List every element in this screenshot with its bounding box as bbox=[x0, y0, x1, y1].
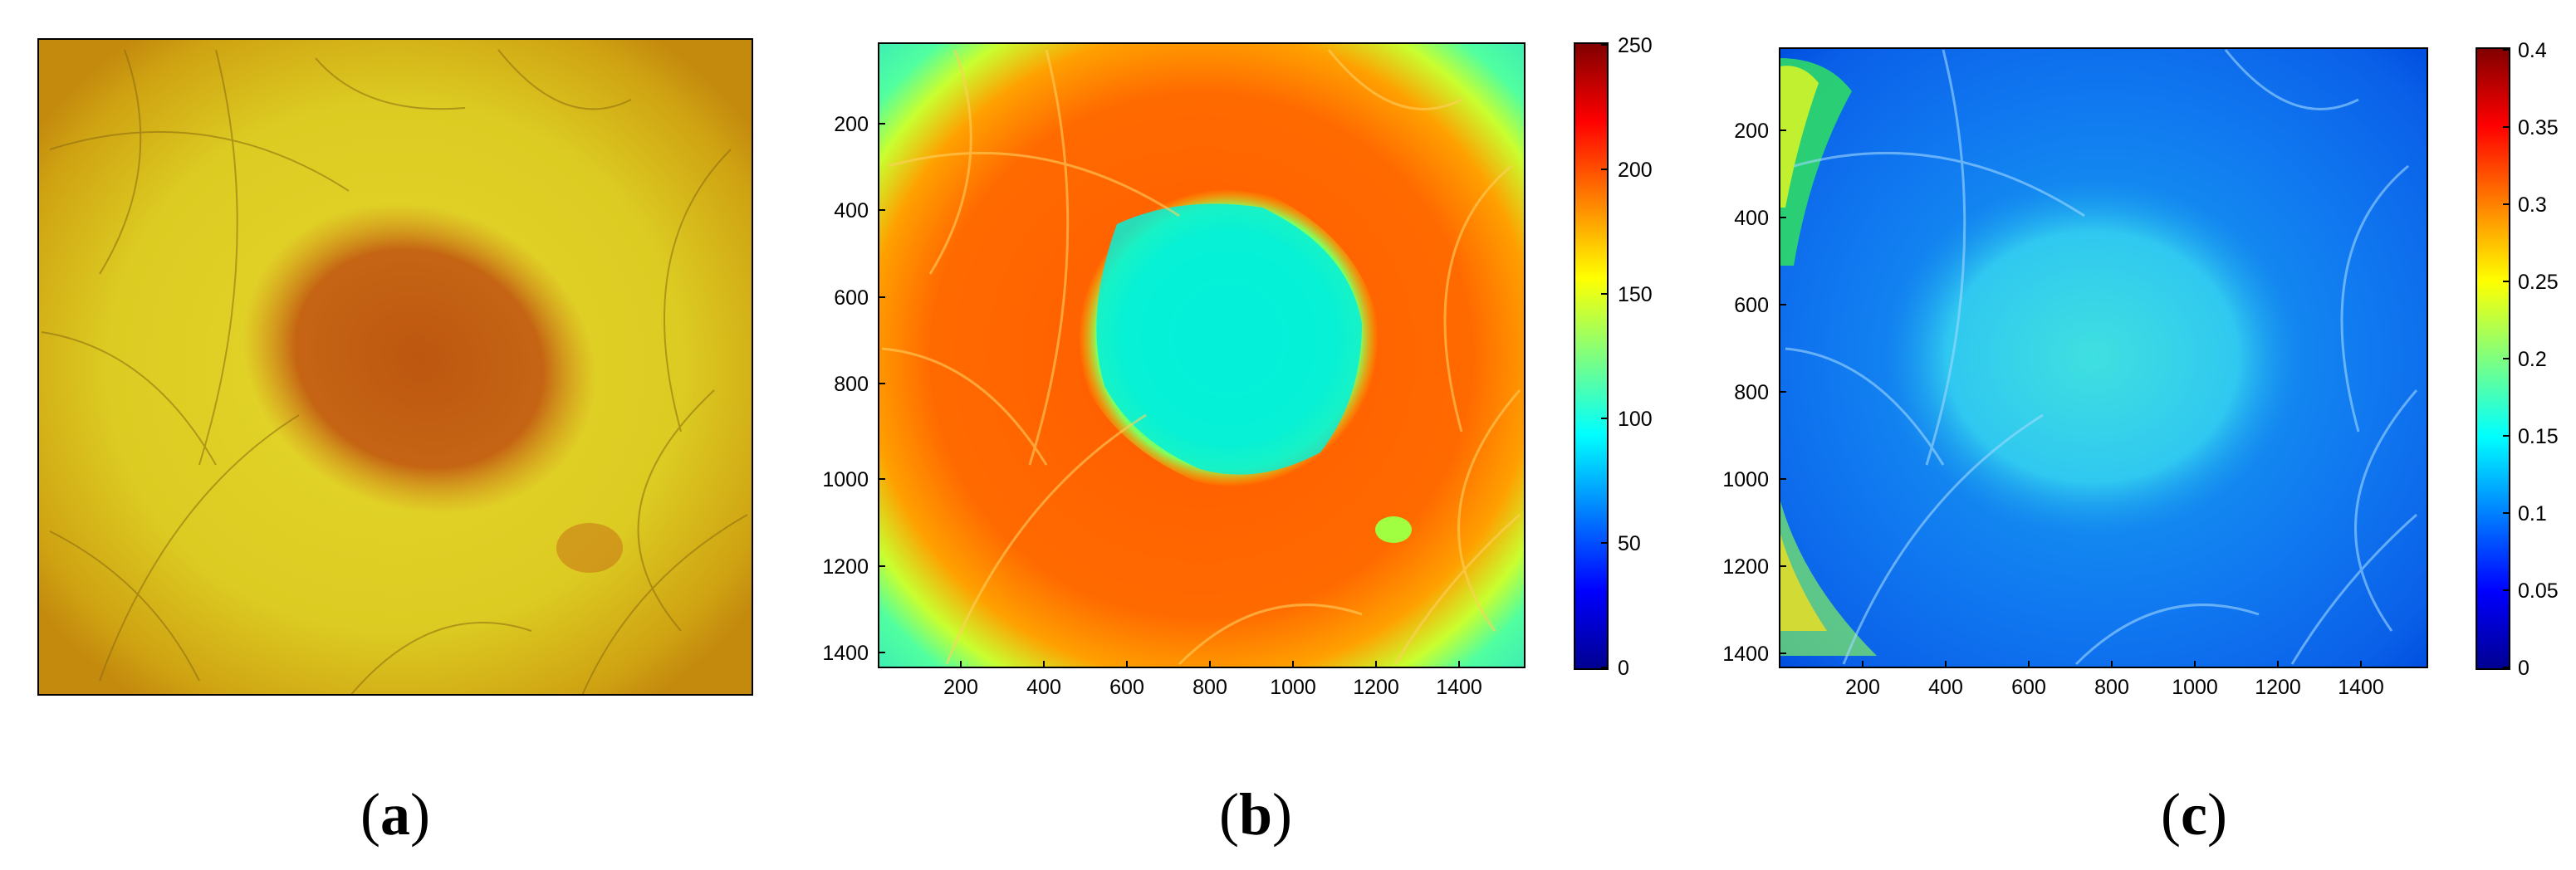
b-colorbar-tick: 150 bbox=[1618, 283, 1653, 306]
c-y-tick-label: 1200 bbox=[1722, 555, 1769, 579]
b-y-tick-label: 200 bbox=[834, 113, 869, 136]
b-colorbar-tick: 50 bbox=[1618, 532, 1641, 555]
panel-label-a: (a) bbox=[360, 781, 430, 848]
c-y-tick-label: 600 bbox=[1734, 294, 1769, 317]
panel-b-heatmap: 200 400 600 800 1000 1200 1400 200 400 6… bbox=[822, 34, 1652, 699]
b-y-tick-label: 1200 bbox=[822, 555, 869, 579]
b-y-tick-label: 800 bbox=[834, 373, 869, 396]
panel-label-b: (b) bbox=[1218, 781, 1292, 848]
c-y-tick-label: 400 bbox=[1734, 207, 1769, 230]
c-y-tick-label: 1000 bbox=[1722, 468, 1769, 491]
b-colorbar-tick: 250 bbox=[1618, 34, 1653, 57]
b-x-tick-label: 1400 bbox=[1436, 676, 1482, 699]
c-colorbar-tick: 0.4 bbox=[2518, 39, 2547, 62]
c-x-axis: 200 400 600 800 1000 1200 1400 bbox=[1845, 661, 2384, 699]
c-x-tick-label: 600 bbox=[2011, 676, 2046, 699]
b-colorbar-tick: 0 bbox=[1618, 657, 1629, 680]
c-y-tick-label: 1400 bbox=[1722, 643, 1769, 666]
c-colorbar-tick: 0.35 bbox=[2518, 116, 2559, 139]
b-x-tick-label: 400 bbox=[1026, 676, 1061, 699]
b-y-tick-label: 1000 bbox=[822, 468, 869, 491]
c-colorbar-tick: 0.05 bbox=[2518, 579, 2559, 603]
c-colorbar-tick: 0.25 bbox=[2518, 271, 2559, 294]
b-x-tick-label: 200 bbox=[943, 676, 978, 699]
b-colorbar-tick: 200 bbox=[1618, 159, 1653, 182]
c-colorbar: 0 0.05 0.1 0.15 0.2 0.25 0.3 0.35 0.4 bbox=[2476, 39, 2559, 680]
b-y-tick-label: 600 bbox=[834, 286, 869, 310]
c-colorbar-tick: 0.2 bbox=[2518, 348, 2547, 371]
b-colorbar-tick: 100 bbox=[1618, 408, 1653, 431]
c-y-axis: 200 400 600 800 1000 1200 1400 bbox=[1722, 120, 1786, 666]
b-y-tick-label: 1400 bbox=[822, 642, 869, 665]
b-x-tick-label: 1000 bbox=[1270, 676, 1316, 699]
c-y-tick-label: 800 bbox=[1734, 381, 1769, 404]
b-x-axis: 200 400 600 800 1000 1200 1400 bbox=[943, 661, 1482, 699]
c-colorbar-tick: 0.1 bbox=[2518, 502, 2547, 525]
b-x-tick-label: 1200 bbox=[1353, 676, 1399, 699]
panel-a-photo bbox=[37, 38, 753, 696]
c-colorbar-tick: 0.15 bbox=[2518, 425, 2559, 448]
b-y-tick-label: 400 bbox=[834, 199, 869, 222]
c-colorbar-tick: 0.3 bbox=[2518, 193, 2547, 217]
c-x-tick-label: 1400 bbox=[2338, 676, 2384, 699]
c-colorbar-tick: 0 bbox=[2518, 657, 2529, 680]
panel-label-c: (c) bbox=[2161, 781, 2227, 848]
c-x-tick-label: 400 bbox=[1928, 676, 1963, 699]
b-colorbar: 0 50 100 150 200 250 bbox=[1574, 34, 1653, 680]
b-x-tick-label: 600 bbox=[1109, 676, 1144, 699]
c-x-tick-label: 1000 bbox=[2172, 676, 2218, 699]
c-x-tick-label: 200 bbox=[1845, 676, 1880, 699]
b-y-axis: 200 400 600 800 1000 1200 1400 bbox=[822, 113, 885, 665]
b-x-tick-label: 800 bbox=[1193, 676, 1227, 699]
panel-c-heatmap: 200 400 600 800 1000 1200 1400 200 400 6… bbox=[1722, 39, 2558, 699]
c-x-tick-label: 800 bbox=[2094, 676, 2129, 699]
c-y-tick-label: 200 bbox=[1734, 120, 1769, 143]
c-x-tick-label: 1200 bbox=[2255, 676, 2301, 699]
